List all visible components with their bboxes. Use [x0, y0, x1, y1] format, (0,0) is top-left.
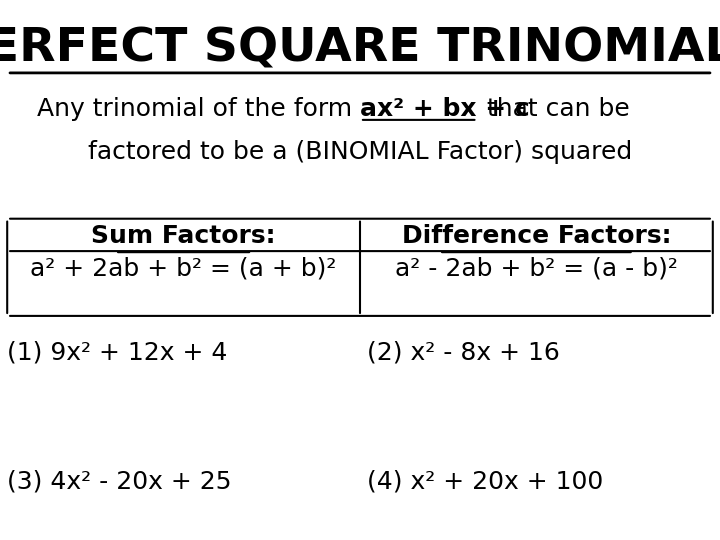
- Text: PERFECT SQUARE TRINOMIALS: PERFECT SQUARE TRINOMIALS: [0, 27, 720, 72]
- Text: factored to be a (BINOMIAL Factor) squared: factored to be a (BINOMIAL Factor) squar…: [88, 140, 632, 164]
- Text: (2) x² - 8x + 16: (2) x² - 8x + 16: [367, 340, 560, 364]
- Text: ax² + bx + c: ax² + bx + c: [360, 97, 530, 121]
- Text: Difference Factors:: Difference Factors:: [402, 224, 671, 248]
- Text: a² - 2ab + b² = (a - b)²: a² - 2ab + b² = (a - b)²: [395, 256, 678, 280]
- Text: Sum Factors:: Sum Factors:: [91, 224, 276, 248]
- Text: a² + 2ab + b² = (a + b)²: a² + 2ab + b² = (a + b)²: [30, 256, 337, 280]
- Text: (4) x² + 20x + 100: (4) x² + 20x + 100: [367, 470, 603, 494]
- Text: (1) 9x² + 12x + 4: (1) 9x² + 12x + 4: [7, 340, 228, 364]
- Text: that can be: that can be: [479, 97, 629, 121]
- Text: Any trinomial of the form: Any trinomial of the form: [37, 97, 360, 121]
- Text: (3) 4x² - 20x + 25: (3) 4x² - 20x + 25: [7, 470, 232, 494]
